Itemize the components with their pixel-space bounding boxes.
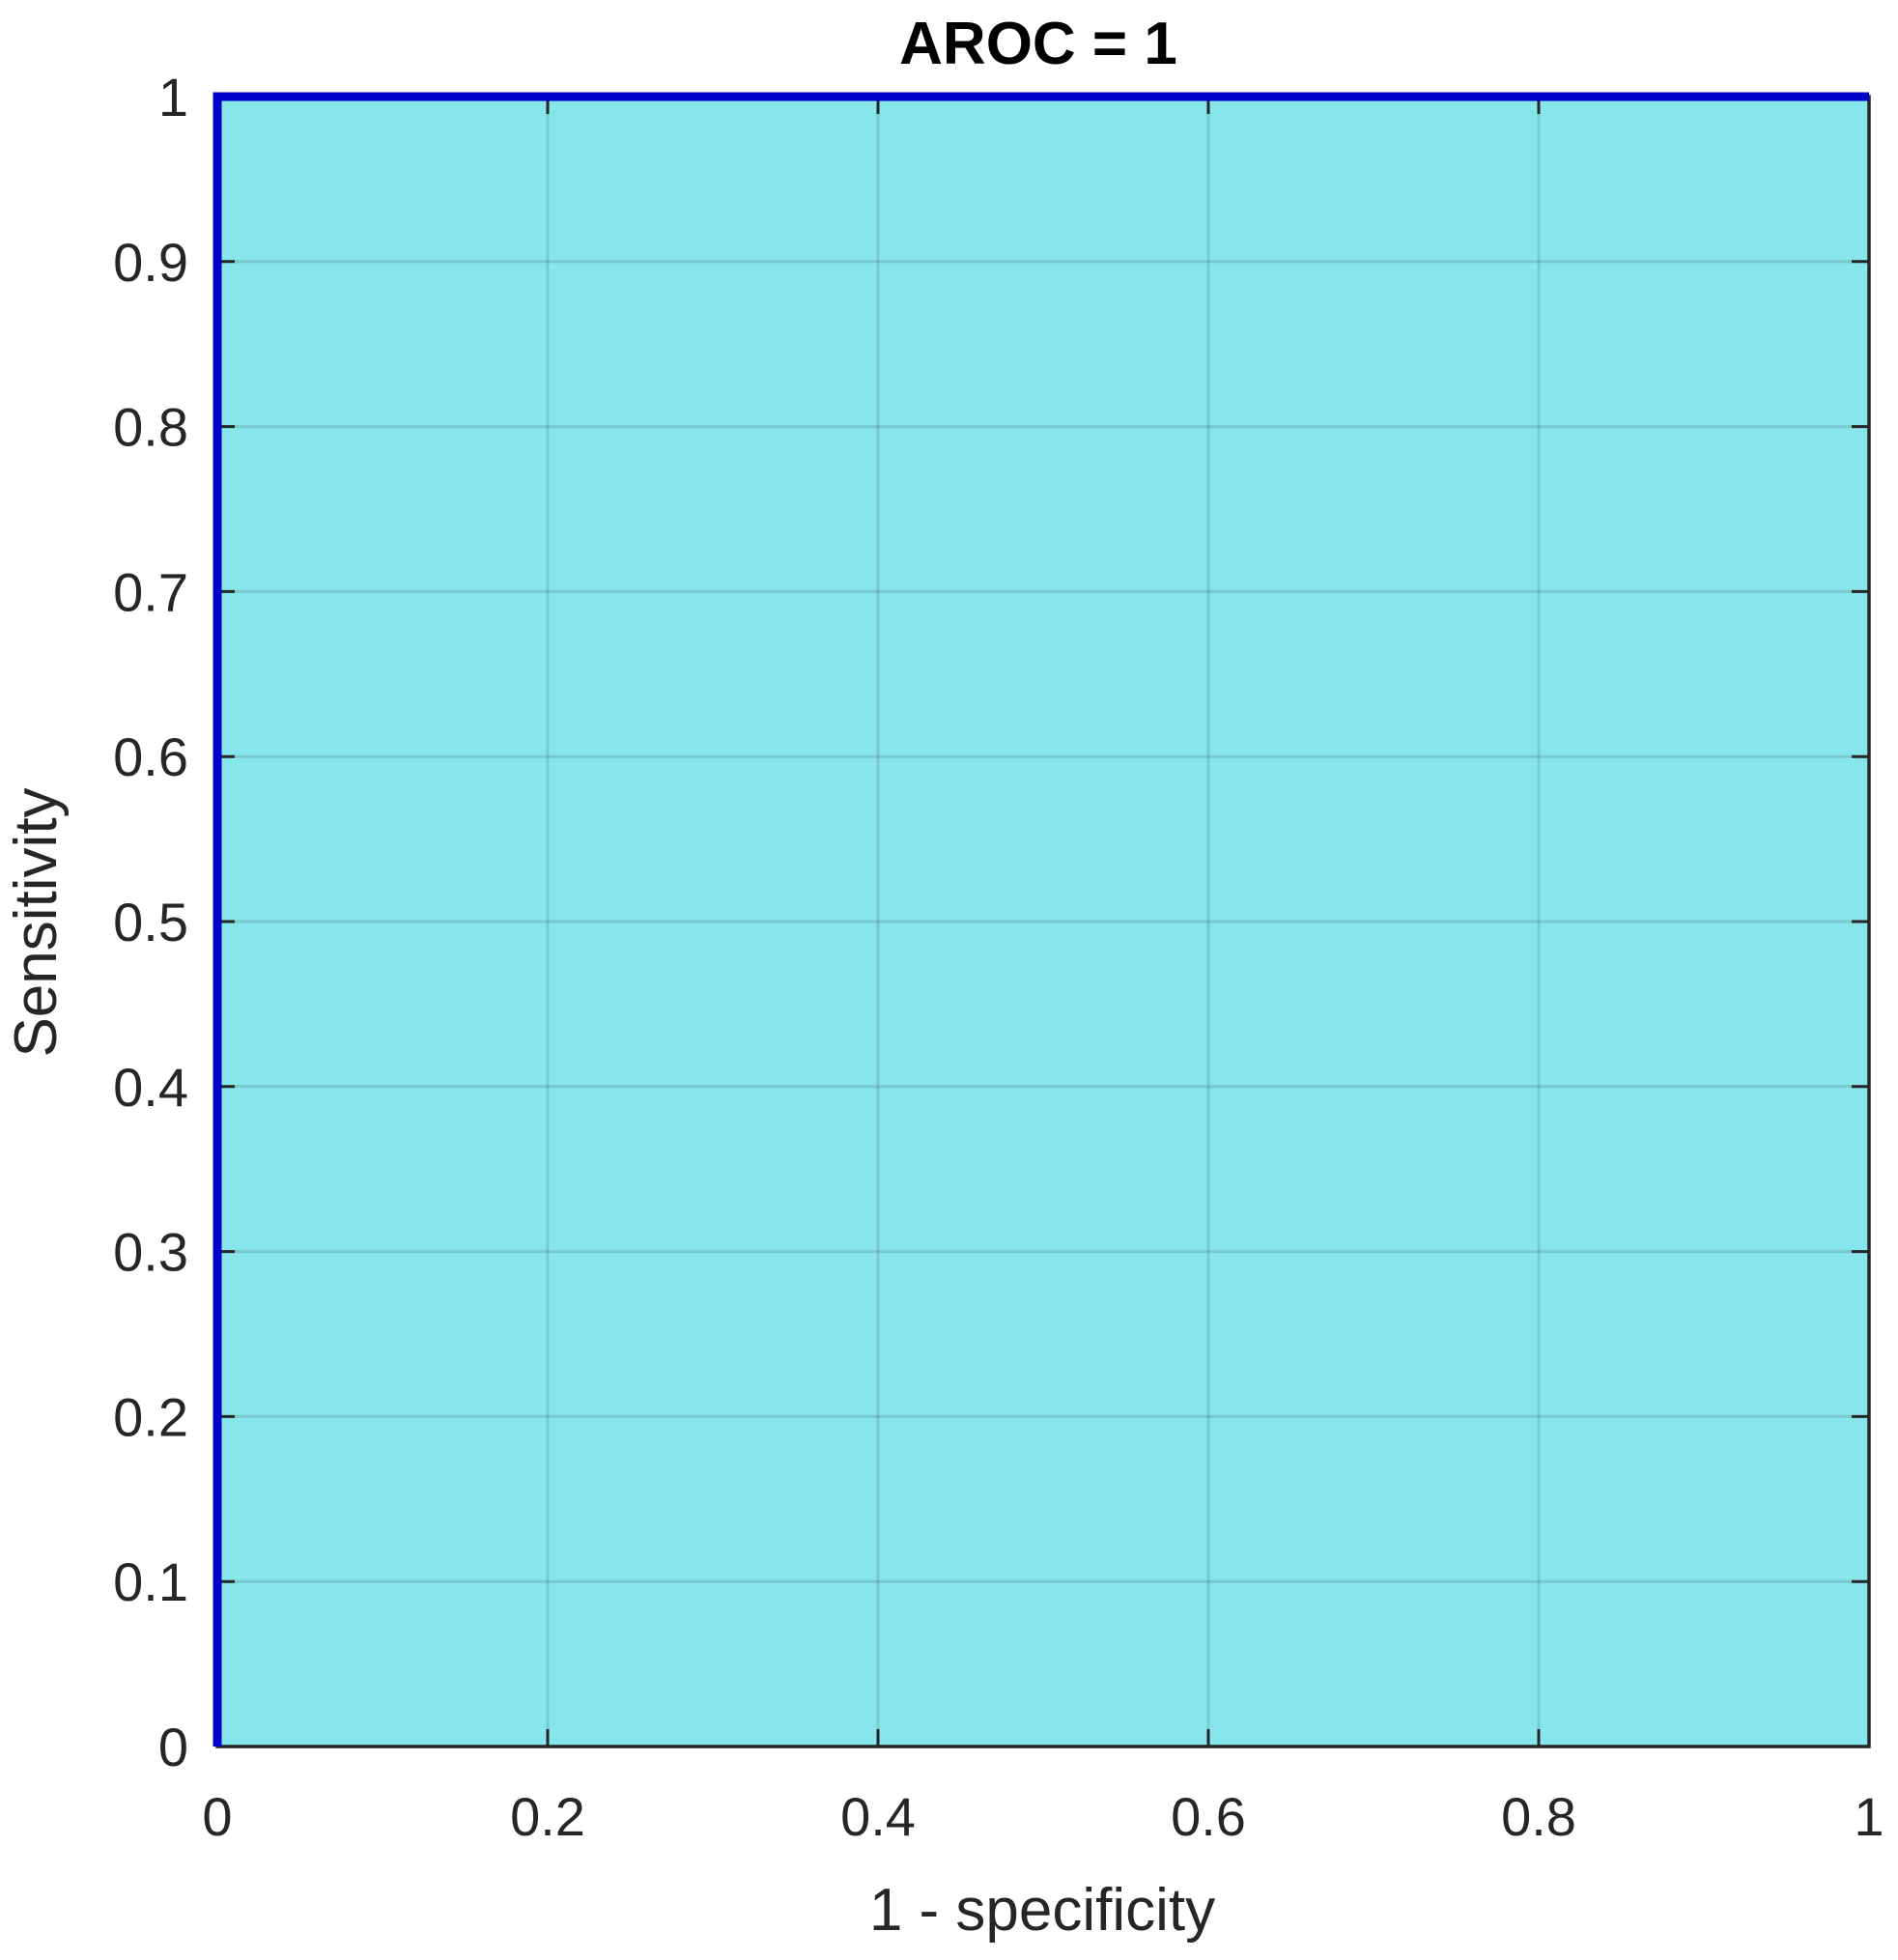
y-tick-label: 1: [158, 67, 188, 128]
y-tick-label: 0.5: [113, 892, 188, 952]
y-tick-label: 0.7: [113, 561, 188, 622]
y-tick-label: 0.9: [113, 232, 188, 293]
roc-area-fill: [217, 97, 1869, 1747]
x-tick-label: 0.8: [1501, 1786, 1576, 1847]
y-tick-label: 0: [158, 1717, 188, 1777]
y-tick-label: 0.8: [113, 397, 188, 458]
x-tick-label: 0: [202, 1786, 232, 1847]
y-tick-label: 0.3: [113, 1222, 188, 1283]
y-tick-label: 0.2: [113, 1386, 188, 1447]
x-tick-label: 0.6: [1171, 1786, 1246, 1847]
chart-title: AROC = 1: [899, 11, 1177, 77]
x-axis-label: 1 - specificity: [869, 1877, 1215, 1944]
x-tick-label: 0.2: [510, 1786, 585, 1847]
x-tick-label: 1: [1854, 1786, 1884, 1847]
y-axis-label: Sensitivity: [3, 787, 70, 1057]
y-tick-label: 0.6: [113, 726, 188, 787]
y-tick-label: 0.4: [113, 1057, 188, 1118]
x-tick-label: 0.4: [840, 1786, 916, 1847]
y-tick-label: 0.1: [113, 1551, 188, 1612]
roc-curve-line: [212, 92, 1869, 1747]
